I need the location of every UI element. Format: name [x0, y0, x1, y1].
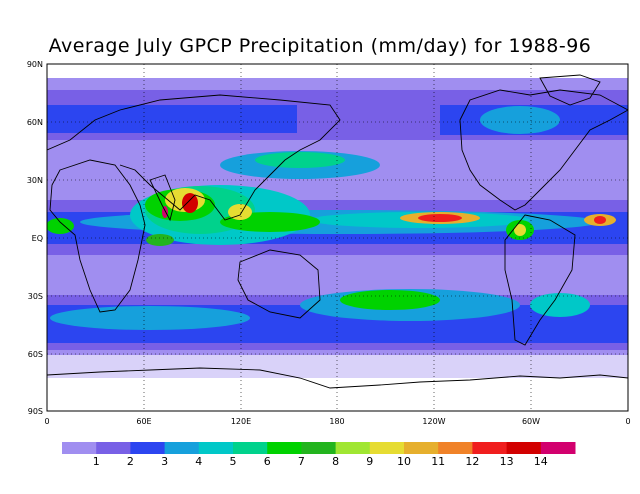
colorbar-swatch: [369, 442, 405, 454]
lon-axis: 0 60E 120E 180 120W 60W 0: [44, 417, 630, 426]
lon-label: 120E: [231, 417, 251, 426]
precipitation-field: [47, 64, 628, 411]
lon-label: 0: [625, 417, 630, 426]
lat-label: 60S: [28, 350, 43, 359]
colorbar-swatch: [540, 442, 576, 454]
colorbar-swatch: [506, 442, 542, 454]
plot-frame: [46, 63, 629, 412]
colorbar-label: 11: [431, 455, 445, 468]
arctic-missing: [47, 64, 628, 78]
colorbar-swatch: [335, 442, 371, 454]
colorbar-swatch: [404, 442, 439, 454]
lat-axis: 90N 60N 30N EQ 30S 60S 90S: [27, 60, 43, 416]
colorbar-label: 6: [264, 455, 271, 468]
colorbar-swatch: [130, 442, 166, 454]
colorbar-label: 14: [534, 455, 548, 468]
lat-label: 30S: [28, 292, 43, 301]
colorbar-label: 13: [500, 455, 514, 468]
colorbar-swatch: [301, 442, 337, 454]
lon-label: 60E: [136, 417, 151, 426]
coastlines: [47, 74, 628, 389]
colorbar-label: 12: [465, 455, 479, 468]
lat-label: 90S: [28, 407, 43, 416]
colorbar-label: 5: [230, 455, 237, 468]
lon-label: 0: [44, 417, 49, 426]
colorbar-label: 3: [161, 455, 168, 468]
colorbar-swatch: [198, 442, 234, 454]
colorbar-label: 8: [332, 455, 339, 468]
colorbar-label: 2: [127, 455, 134, 468]
colorbar-swatch: [267, 442, 302, 454]
lon-label: 180: [329, 417, 344, 426]
colorbar-label: 4: [195, 455, 202, 468]
colorbar-label: 7: [298, 455, 305, 468]
colorbar-label: 1: [93, 455, 100, 468]
antarctic-edge: [47, 355, 628, 378]
graticule: [47, 64, 628, 411]
map-title: Average July GPCP Precipitation (mm/day)…: [48, 35, 592, 57]
colorbar-swatch: [62, 442, 97, 454]
antarctic-missing: [47, 378, 628, 411]
colorbar-swatch: [96, 442, 131, 454]
lat-label: 30N: [27, 176, 43, 185]
colorbar-swatch: [472, 442, 508, 454]
colorbar-swatch: [233, 442, 268, 454]
lon-label: 60W: [522, 417, 540, 426]
colorbar-label: 9: [366, 455, 373, 468]
colorbar-swatch: [438, 442, 473, 454]
lat-label: 60N: [27, 118, 43, 127]
lat-label: EQ: [32, 234, 43, 243]
lon-label: 120W: [422, 417, 445, 426]
colorbar: 1 2 3 4 5 6 7 8 9 10 11 12 13 14: [62, 442, 576, 468]
lat-label: 90N: [27, 60, 43, 69]
colorbar-label: 10: [397, 455, 411, 468]
colorbar-swatch: [164, 442, 200, 454]
level-12-14: [162, 193, 606, 224]
